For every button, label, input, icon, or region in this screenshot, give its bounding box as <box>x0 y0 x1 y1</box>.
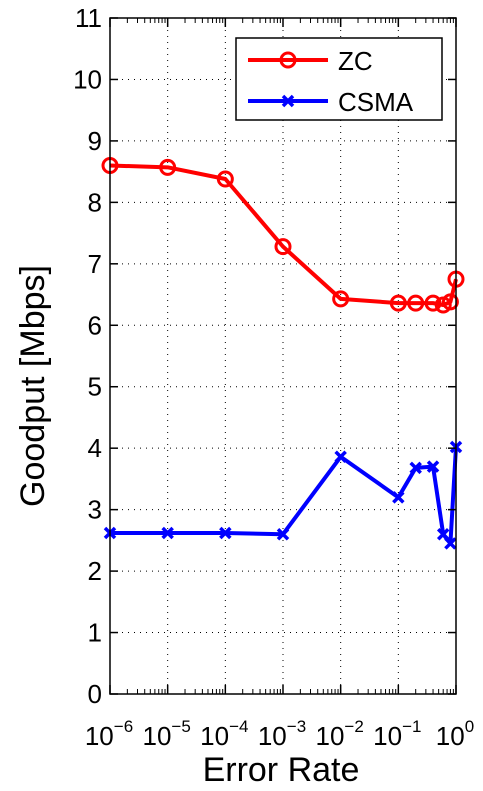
y-tick-label: 11 <box>75 3 102 33</box>
y-tick-label: 0 <box>88 679 102 709</box>
y-tick-label: 10 <box>73 64 102 94</box>
x-tick-label: 10−5 <box>143 717 191 751</box>
y-tick-label: 1 <box>88 618 102 648</box>
y-tick-label: 5 <box>88 372 102 402</box>
x-tick-label: 10−4 <box>200 717 248 751</box>
y-tick-labels: 0 1 2 3 4 5 6 7 8 9 10 11 <box>73 3 102 709</box>
legend-label: ZC <box>338 46 373 76</box>
legend: ZC CSMA <box>236 38 442 120</box>
x-axis-title: Error Rate <box>203 751 360 789</box>
y-tick-label: 9 <box>88 126 102 156</box>
series-csma <box>105 442 461 548</box>
y-tick-label: 2 <box>88 556 102 586</box>
x-tick-label: 10−3 <box>258 717 306 751</box>
y-tick-label: 6 <box>88 310 102 340</box>
y-tick-label: 8 <box>88 187 102 217</box>
x-tick-label: 10−1 <box>373 717 421 751</box>
y-axis-title: Goodput [Mbps] <box>14 265 52 507</box>
legend-label: CSMA <box>338 87 414 117</box>
y-tick-label: 3 <box>88 495 102 525</box>
x-tick-labels: 10−6 10−5 10−4 10−3 10−2 10−1 100 <box>85 717 474 751</box>
x-tick-label: 100 <box>436 717 474 751</box>
data-point <box>336 452 346 462</box>
y-tick-label: 7 <box>88 249 102 279</box>
x-tick-label: 10−2 <box>316 717 364 751</box>
x-tick-label: 10−6 <box>85 717 133 751</box>
y-tick-label: 4 <box>88 433 102 463</box>
